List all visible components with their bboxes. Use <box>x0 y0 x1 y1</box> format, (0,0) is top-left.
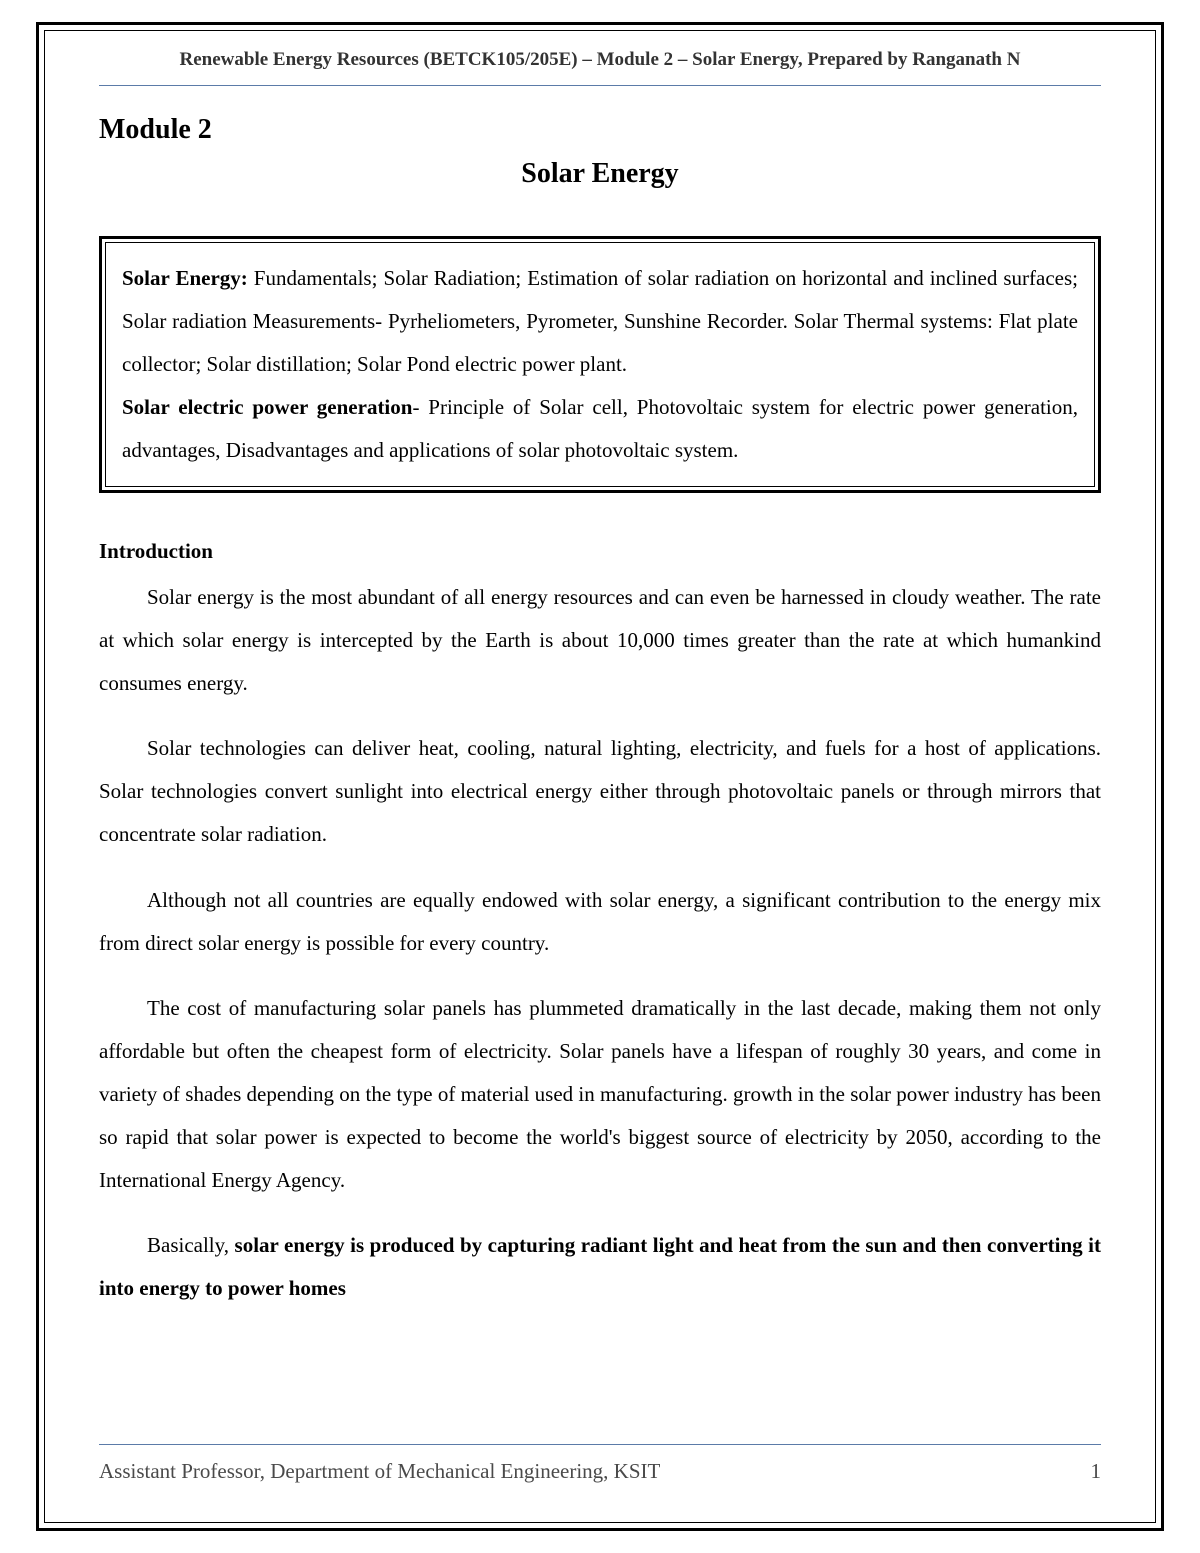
page-inner-border: Renewable Energy Resources (BETCK105/205… <box>44 30 1156 1523</box>
page-content: Renewable Energy Resources (BETCK105/205… <box>99 49 1101 1504</box>
module-title: Solar Energy <box>99 158 1101 190</box>
intro-p4: The cost of manufacturing solar panels h… <box>99 987 1101 1202</box>
module-label: Module 2 <box>99 114 1101 146</box>
intro-p5-lead: Basically, <box>147 1233 235 1257</box>
intro-p5: Basically, solar energy is produced by c… <box>99 1224 1101 1310</box>
syllabus-box-inner: Solar Energy: Fundamentals; Solar Radiat… <box>105 242 1095 487</box>
intro-p1: Solar energy is the most abundant of all… <box>99 576 1101 705</box>
syllabus-topic-1-label: Solar Energy: <box>122 266 248 290</box>
footer-rule <box>99 1444 1101 1445</box>
page-number: 1 <box>1091 1459 1102 1484</box>
intro-p2: Solar technologies can deliver heat, coo… <box>99 727 1101 856</box>
intro-p5-bold: solar energy is produced by capturing ra… <box>99 1233 1101 1300</box>
header-rule <box>99 85 1101 86</box>
syllabus-topic-1: Solar Energy: Fundamentals; Solar Radiat… <box>122 257 1078 386</box>
page-outer-border: Renewable Energy Resources (BETCK105/205… <box>36 22 1164 1531</box>
running-header: Renewable Energy Resources (BETCK105/205… <box>99 49 1101 85</box>
syllabus-topic-2-label: Solar electric power generation <box>122 395 412 419</box>
intro-heading: Introduction <box>99 539 1101 564</box>
intro-p3: Although not all countries are equally e… <box>99 879 1101 965</box>
syllabus-box: Solar Energy: Fundamentals; Solar Radiat… <box>99 236 1101 493</box>
footer-text: Assistant Professor, Department of Mecha… <box>99 1459 660 1484</box>
footer: Assistant Professor, Department of Mecha… <box>99 1444 1101 1484</box>
footer-line: Assistant Professor, Department of Mecha… <box>99 1459 1101 1484</box>
syllabus-topic-1-text: Fundamentals; Solar Radiation; Estimatio… <box>122 266 1078 376</box>
syllabus-topic-2: Solar electric power generation- Princip… <box>122 386 1078 472</box>
